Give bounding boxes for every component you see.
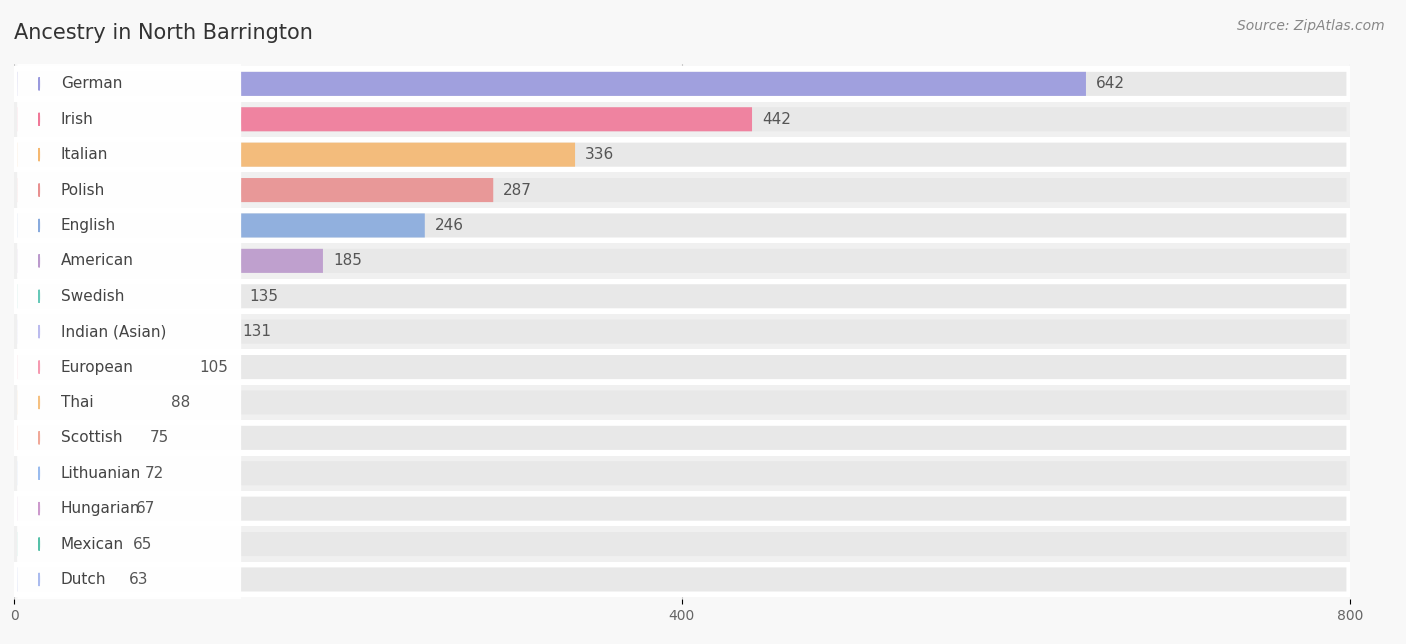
FancyBboxPatch shape <box>17 249 323 273</box>
FancyBboxPatch shape <box>17 178 1347 202</box>
FancyBboxPatch shape <box>17 319 233 344</box>
FancyBboxPatch shape <box>14 173 1350 208</box>
FancyBboxPatch shape <box>17 567 120 591</box>
Text: Dutch: Dutch <box>60 572 107 587</box>
FancyBboxPatch shape <box>17 251 242 413</box>
FancyBboxPatch shape <box>17 73 242 236</box>
FancyBboxPatch shape <box>14 491 1350 526</box>
Text: 246: 246 <box>434 218 464 233</box>
FancyBboxPatch shape <box>17 532 1347 556</box>
FancyBboxPatch shape <box>17 108 1347 131</box>
FancyBboxPatch shape <box>14 208 1350 243</box>
FancyBboxPatch shape <box>17 497 1347 521</box>
FancyBboxPatch shape <box>17 109 242 272</box>
FancyBboxPatch shape <box>17 497 127 521</box>
FancyBboxPatch shape <box>17 286 242 448</box>
Text: Mexican: Mexican <box>60 536 124 551</box>
FancyBboxPatch shape <box>14 455 1350 491</box>
Text: Irish: Irish <box>60 112 94 127</box>
FancyBboxPatch shape <box>17 215 242 377</box>
Text: 185: 185 <box>333 253 361 269</box>
Text: 67: 67 <box>136 501 155 516</box>
FancyBboxPatch shape <box>17 498 242 644</box>
FancyBboxPatch shape <box>14 384 1350 420</box>
Text: Ancestry in North Barrington: Ancestry in North Barrington <box>14 23 314 43</box>
Text: 65: 65 <box>132 536 152 551</box>
FancyBboxPatch shape <box>17 213 1347 238</box>
FancyBboxPatch shape <box>17 426 139 450</box>
FancyBboxPatch shape <box>17 390 162 415</box>
FancyBboxPatch shape <box>17 427 242 590</box>
FancyBboxPatch shape <box>17 461 1347 486</box>
FancyBboxPatch shape <box>14 420 1350 455</box>
Text: 135: 135 <box>249 289 278 304</box>
FancyBboxPatch shape <box>17 532 122 556</box>
FancyBboxPatch shape <box>17 355 1347 379</box>
FancyBboxPatch shape <box>17 321 242 484</box>
Text: 442: 442 <box>762 112 792 127</box>
Text: 642: 642 <box>1097 77 1125 91</box>
FancyBboxPatch shape <box>17 356 242 519</box>
FancyBboxPatch shape <box>14 562 1350 597</box>
FancyBboxPatch shape <box>14 349 1350 384</box>
FancyBboxPatch shape <box>17 390 1347 415</box>
FancyBboxPatch shape <box>14 137 1350 173</box>
Text: Swedish: Swedish <box>60 289 124 304</box>
FancyBboxPatch shape <box>17 142 575 167</box>
FancyBboxPatch shape <box>17 284 239 308</box>
FancyBboxPatch shape <box>17 213 425 238</box>
FancyBboxPatch shape <box>17 249 1347 273</box>
Text: English: English <box>60 218 115 233</box>
FancyBboxPatch shape <box>17 462 242 625</box>
FancyBboxPatch shape <box>17 72 1347 96</box>
FancyBboxPatch shape <box>17 284 1347 308</box>
FancyBboxPatch shape <box>17 108 752 131</box>
Text: 88: 88 <box>172 395 190 410</box>
Text: Thai: Thai <box>60 395 93 410</box>
FancyBboxPatch shape <box>17 355 190 379</box>
FancyBboxPatch shape <box>14 526 1350 562</box>
Text: Source: ZipAtlas.com: Source: ZipAtlas.com <box>1237 19 1385 33</box>
Text: 336: 336 <box>585 147 614 162</box>
FancyBboxPatch shape <box>14 314 1350 349</box>
FancyBboxPatch shape <box>17 144 242 307</box>
Text: Italian: Italian <box>60 147 108 162</box>
FancyBboxPatch shape <box>14 102 1350 137</box>
Text: Scottish: Scottish <box>60 430 122 446</box>
FancyBboxPatch shape <box>17 319 1347 344</box>
Text: Indian (Asian): Indian (Asian) <box>60 324 166 339</box>
Text: Hungarian: Hungarian <box>60 501 141 516</box>
FancyBboxPatch shape <box>17 3 242 166</box>
FancyBboxPatch shape <box>17 426 1347 450</box>
FancyBboxPatch shape <box>17 567 1347 591</box>
Text: 131: 131 <box>243 324 271 339</box>
FancyBboxPatch shape <box>17 142 1347 167</box>
FancyBboxPatch shape <box>14 66 1350 102</box>
Text: 75: 75 <box>149 430 169 446</box>
Text: American: American <box>60 253 134 269</box>
Text: German: German <box>60 77 122 91</box>
FancyBboxPatch shape <box>14 279 1350 314</box>
Text: 105: 105 <box>200 359 228 375</box>
Text: Polish: Polish <box>60 182 105 198</box>
FancyBboxPatch shape <box>17 392 242 554</box>
Text: European: European <box>60 359 134 375</box>
Text: Lithuanian: Lithuanian <box>60 466 141 481</box>
Text: 72: 72 <box>145 466 163 481</box>
Text: 63: 63 <box>129 572 149 587</box>
FancyBboxPatch shape <box>17 178 494 202</box>
FancyBboxPatch shape <box>17 461 135 486</box>
FancyBboxPatch shape <box>17 72 1085 96</box>
FancyBboxPatch shape <box>17 180 242 342</box>
FancyBboxPatch shape <box>14 243 1350 279</box>
Text: 287: 287 <box>503 182 531 198</box>
FancyBboxPatch shape <box>17 38 242 201</box>
